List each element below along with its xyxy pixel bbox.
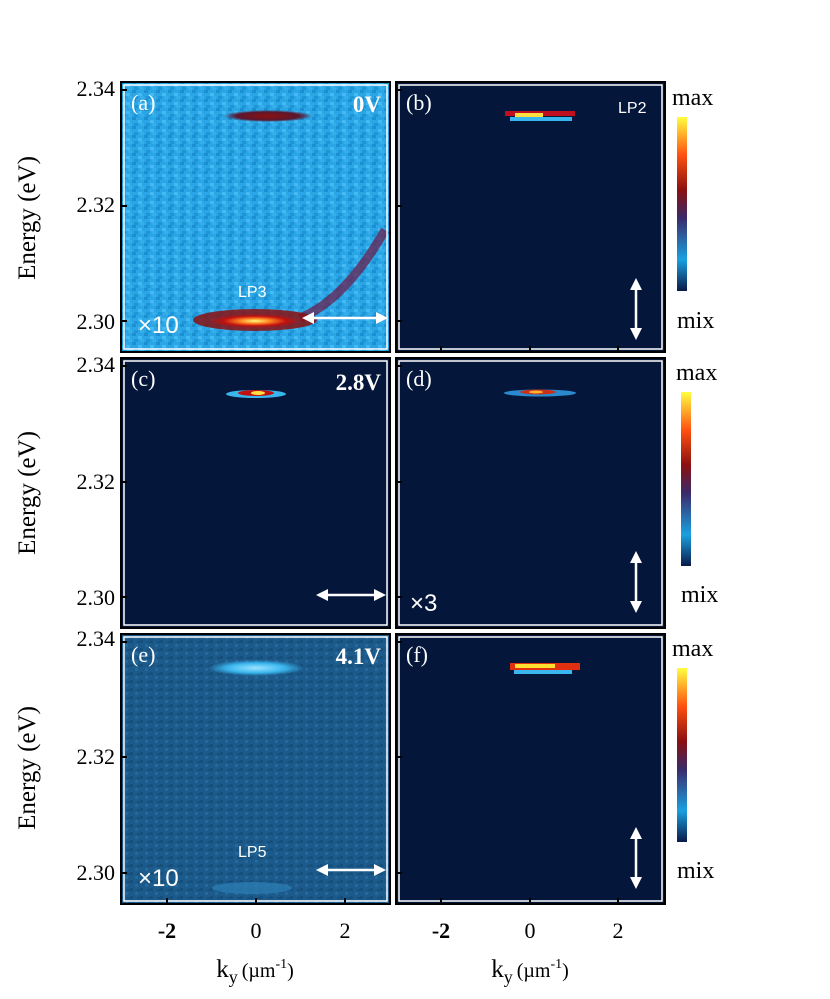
panel-b-label: (b) [406,90,432,115]
x-tick-label: -2 [432,918,450,943]
x-axis-label-left: ky (µm-1) [216,956,294,987]
panel-c-label: (c) [131,366,155,391]
colorbar-2-gradient [681,392,691,566]
colorbar-1-gradient [677,117,687,291]
panel-e-upper-band [208,660,304,676]
panel-d-vertical-arrow [630,551,642,613]
colorbar-2-max-label: max [676,360,717,386]
colorbar-3-max-label: max [672,636,713,662]
panel-c-voltage: 2.8V [336,370,382,395]
y-axis-label-row3: Energy (eV) [14,706,41,830]
panel-b-lp2-band-lower [510,117,572,121]
panel-d-band-peak [529,390,543,394]
x-axis-label-right: ky (µm-1) [491,956,569,987]
y-tick-label: 2.34 [77,352,116,377]
x-tick-label: -2 [158,918,176,943]
panel-a-label: (a) [131,90,155,115]
panel-b: (b) LP2 [395,81,666,353]
panel-a: (a) 0V LP3 ×10 [120,81,391,353]
colorbar-3: max mix [672,636,714,884]
panel-c-horizontal-arrow [316,589,386,601]
y-tick-label: 2.34 [77,76,116,101]
panel-b-background [396,82,665,352]
x-tick-label: 0 [251,918,262,943]
x-tick-label: 0 [525,918,536,943]
colorbar-3-min-label: mix [677,858,714,884]
panel-d: (d) ×3 [395,357,666,629]
colorbar-1-min-label: mix [677,308,714,334]
panel-a-multiplier: ×10 [138,312,179,339]
y-tick-label: 2.30 [77,585,116,610]
panel-b-vertical-arrow [630,278,642,340]
y-axis-label-row1: Energy (eV) [14,156,41,280]
panel-f-background [396,634,665,904]
panel-e-lp5-band [212,882,292,894]
y-tick-label: 2.32 [77,469,116,494]
panel-b-lp2-label: LP2 [618,100,647,117]
panel-d-label: (d) [406,366,432,391]
panel-d-multiplier: ×3 [410,590,437,617]
y-tick-label: 2.30 [77,309,116,334]
panel-a-horizontal-arrow [302,312,388,324]
y-tick-label: 2.32 [77,744,116,769]
panel-a-dispersion-curve [298,227,389,323]
colorbar-1-max-label: max [672,85,713,111]
panel-c-band-peak [251,391,265,395]
panel-c: (c) 2.8V [120,357,391,629]
y-axis-label-row2: Energy (eV) [14,431,41,555]
colorbar-2-min-label: mix [681,582,718,608]
colorbar-1: max mix [672,85,714,334]
x-tick-label: 2 [340,918,351,943]
panel-e-label: (e) [131,642,155,667]
panel-a-lp3-band-core [210,314,300,328]
panel-f: (f) [395,633,666,905]
panel-a-background [121,82,390,352]
panel-f-band-lower [514,670,572,674]
panel-a-upper-band [223,110,313,122]
y-tick-label: 2.30 [77,860,116,885]
panel-a-lp3-label: LP3 [238,284,267,301]
panel-f-vertical-arrow [630,827,642,889]
panel-d-background [396,358,665,628]
panel-e-lp5-label: LP5 [238,844,267,861]
panel-c-background [121,358,390,628]
panel-b-lp2-band-peak [515,113,543,117]
panel-e: (e) 4.1V LP5 ×10 [120,633,391,905]
panel-e-background [121,634,390,904]
panel-a-voltage: 0V [353,92,382,117]
panel-e-multiplier: ×10 [138,865,179,892]
x-tick-label: 2 [613,918,624,943]
colorbar-3-gradient [677,668,687,842]
y-tick-label: 2.34 [77,626,116,651]
panel-e-voltage: 4.1V [336,644,382,669]
y-tick-label: 2.32 [77,192,116,217]
panel-f-band-peak [515,664,555,668]
colorbar-2: max mix [676,360,718,608]
panel-f-label: (f) [406,642,428,667]
panel-e-horizontal-arrow [316,864,386,876]
